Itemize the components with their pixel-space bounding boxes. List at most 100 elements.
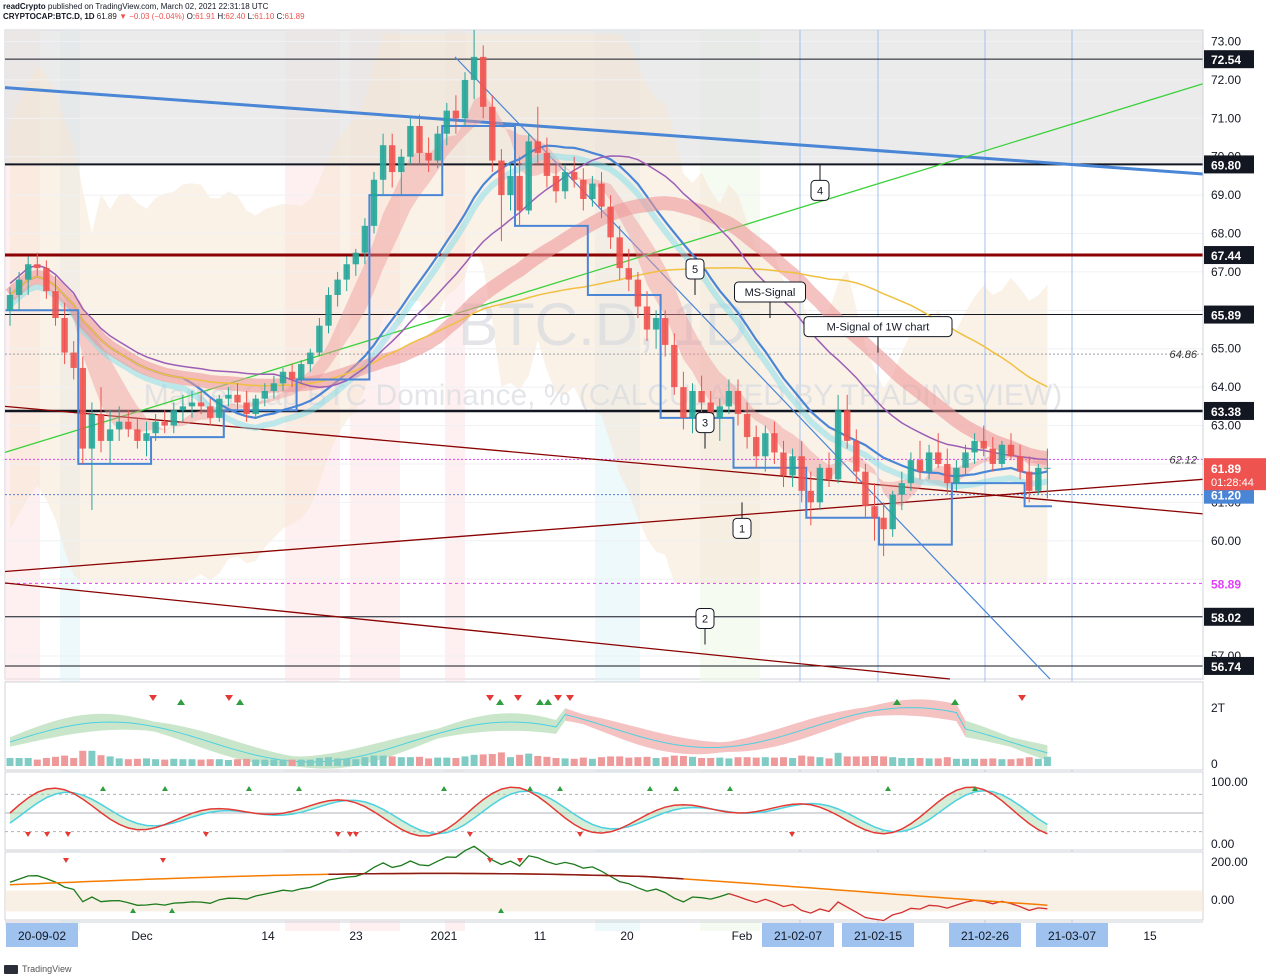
candle-body [225, 394, 232, 399]
candle-body [916, 460, 924, 472]
volume-bar [652, 758, 660, 766]
volume-bar [825, 758, 833, 766]
candle-body [407, 126, 414, 157]
price-tick-label: 72.00 [1211, 73, 1241, 87]
volume-bar [507, 757, 514, 766]
volume-tick-label: 2T [1211, 701, 1226, 715]
publish-line: readCrypto published on TradingView.com,… [3, 2, 305, 12]
callout-text: 1 [739, 523, 745, 535]
volume-bar [15, 758, 23, 766]
candle-body [825, 467, 833, 480]
candle-body [489, 106, 496, 161]
volume-bar [1025, 757, 1033, 766]
volume-bar [52, 756, 59, 766]
candle-body [343, 264, 350, 280]
volume-bar [943, 757, 951, 766]
volume-bar [106, 756, 114, 766]
volume-bar [252, 759, 260, 766]
float-label: 64.86 [1169, 349, 1197, 361]
price-tick-label: 64.00 [1211, 380, 1241, 394]
volume-bar [871, 756, 878, 766]
author-name[interactable]: readCrypto [3, 2, 46, 11]
candle-body [816, 467, 824, 503]
momentum-line-negative [728, 892, 1048, 922]
x-axis-label: 2021 [431, 929, 458, 943]
x-axis-date-label: 21-02-15 [854, 929, 902, 943]
candle-body [1007, 444, 1015, 457]
candle-body [671, 344, 678, 388]
candle-body [652, 318, 660, 330]
price-tick-label: 60.00 [1211, 534, 1241, 548]
volume-bar [224, 760, 232, 766]
last-price: 61.89 [96, 12, 117, 21]
volume-bar [962, 758, 969, 766]
candle-body [125, 421, 132, 430]
signal-arrow [486, 695, 494, 701]
x-axis-date-badge [1036, 923, 1108, 947]
candle-body [461, 79, 469, 119]
candle-body [243, 402, 250, 415]
candle-body [252, 398, 259, 415]
momentum-arrow [63, 858, 69, 863]
stoch-arrow [972, 786, 978, 791]
volume-bar [679, 756, 687, 766]
volume-bar [934, 758, 942, 766]
volume-bar [907, 758, 915, 766]
stoch-arrow [577, 832, 583, 837]
volume-bar [461, 756, 469, 766]
symbol-name[interactable]: CRYPTOCAP:BTC.D, 1D [3, 12, 95, 21]
candle-body [662, 318, 669, 345]
candle-body [15, 279, 23, 295]
x-axis-date-label: 21-02-26 [961, 929, 1009, 943]
stoch-tick-label: 0.00 [1211, 837, 1235, 851]
candle-body [334, 279, 341, 295]
candle-body [279, 371, 287, 384]
volume-bar [852, 756, 860, 766]
candle-body [889, 494, 896, 530]
candle-body [361, 225, 369, 253]
volume-bar [761, 757, 769, 766]
open-label: O: [186, 12, 196, 21]
publish-info: published on TradingView.com, March 02, … [45, 2, 269, 11]
volume-bar [543, 756, 551, 766]
candle-body [962, 452, 969, 468]
x-axis-label: 11 [534, 929, 547, 943]
candle-body [762, 433, 769, 457]
stoch-arrow [162, 786, 168, 791]
candle-body [862, 471, 869, 507]
volume-bar [689, 756, 696, 766]
callout-text: MS-Signal [745, 287, 796, 299]
volume-bar [425, 758, 433, 766]
candle-body [853, 440, 860, 472]
candle-body [571, 172, 578, 180]
volume-bar [6, 758, 14, 766]
countdown-text: 01:28:44 [1211, 477, 1254, 489]
volume-bar [479, 754, 487, 766]
signal-arrow [951, 699, 959, 705]
candle-body [1035, 467, 1042, 491]
momentum-signal-segment [328, 872, 684, 880]
volume-bar [416, 756, 423, 766]
volume-bar [725, 758, 733, 766]
volume-bar [470, 754, 478, 766]
price-badge [1204, 458, 1266, 491]
brand-name[interactable]: TradingView [22, 964, 72, 974]
volume-bar [143, 758, 150, 766]
stoch-arrow [296, 786, 302, 791]
candle-body [798, 456, 805, 491]
candle-body [298, 364, 305, 380]
volume-bar [279, 759, 287, 766]
volume-bar [770, 757, 778, 766]
candle-body [370, 179, 378, 226]
volume-bar [261, 759, 269, 766]
candle-body [607, 206, 614, 238]
candle-body [379, 145, 387, 180]
volume-bar [807, 756, 815, 766]
momentum-tick-label: 0.00 [1211, 893, 1235, 907]
candle-body [443, 110, 450, 134]
volume-bar [843, 756, 851, 766]
candle-body [52, 291, 59, 319]
volume-bar [79, 750, 87, 766]
volume-bar [215, 759, 223, 766]
